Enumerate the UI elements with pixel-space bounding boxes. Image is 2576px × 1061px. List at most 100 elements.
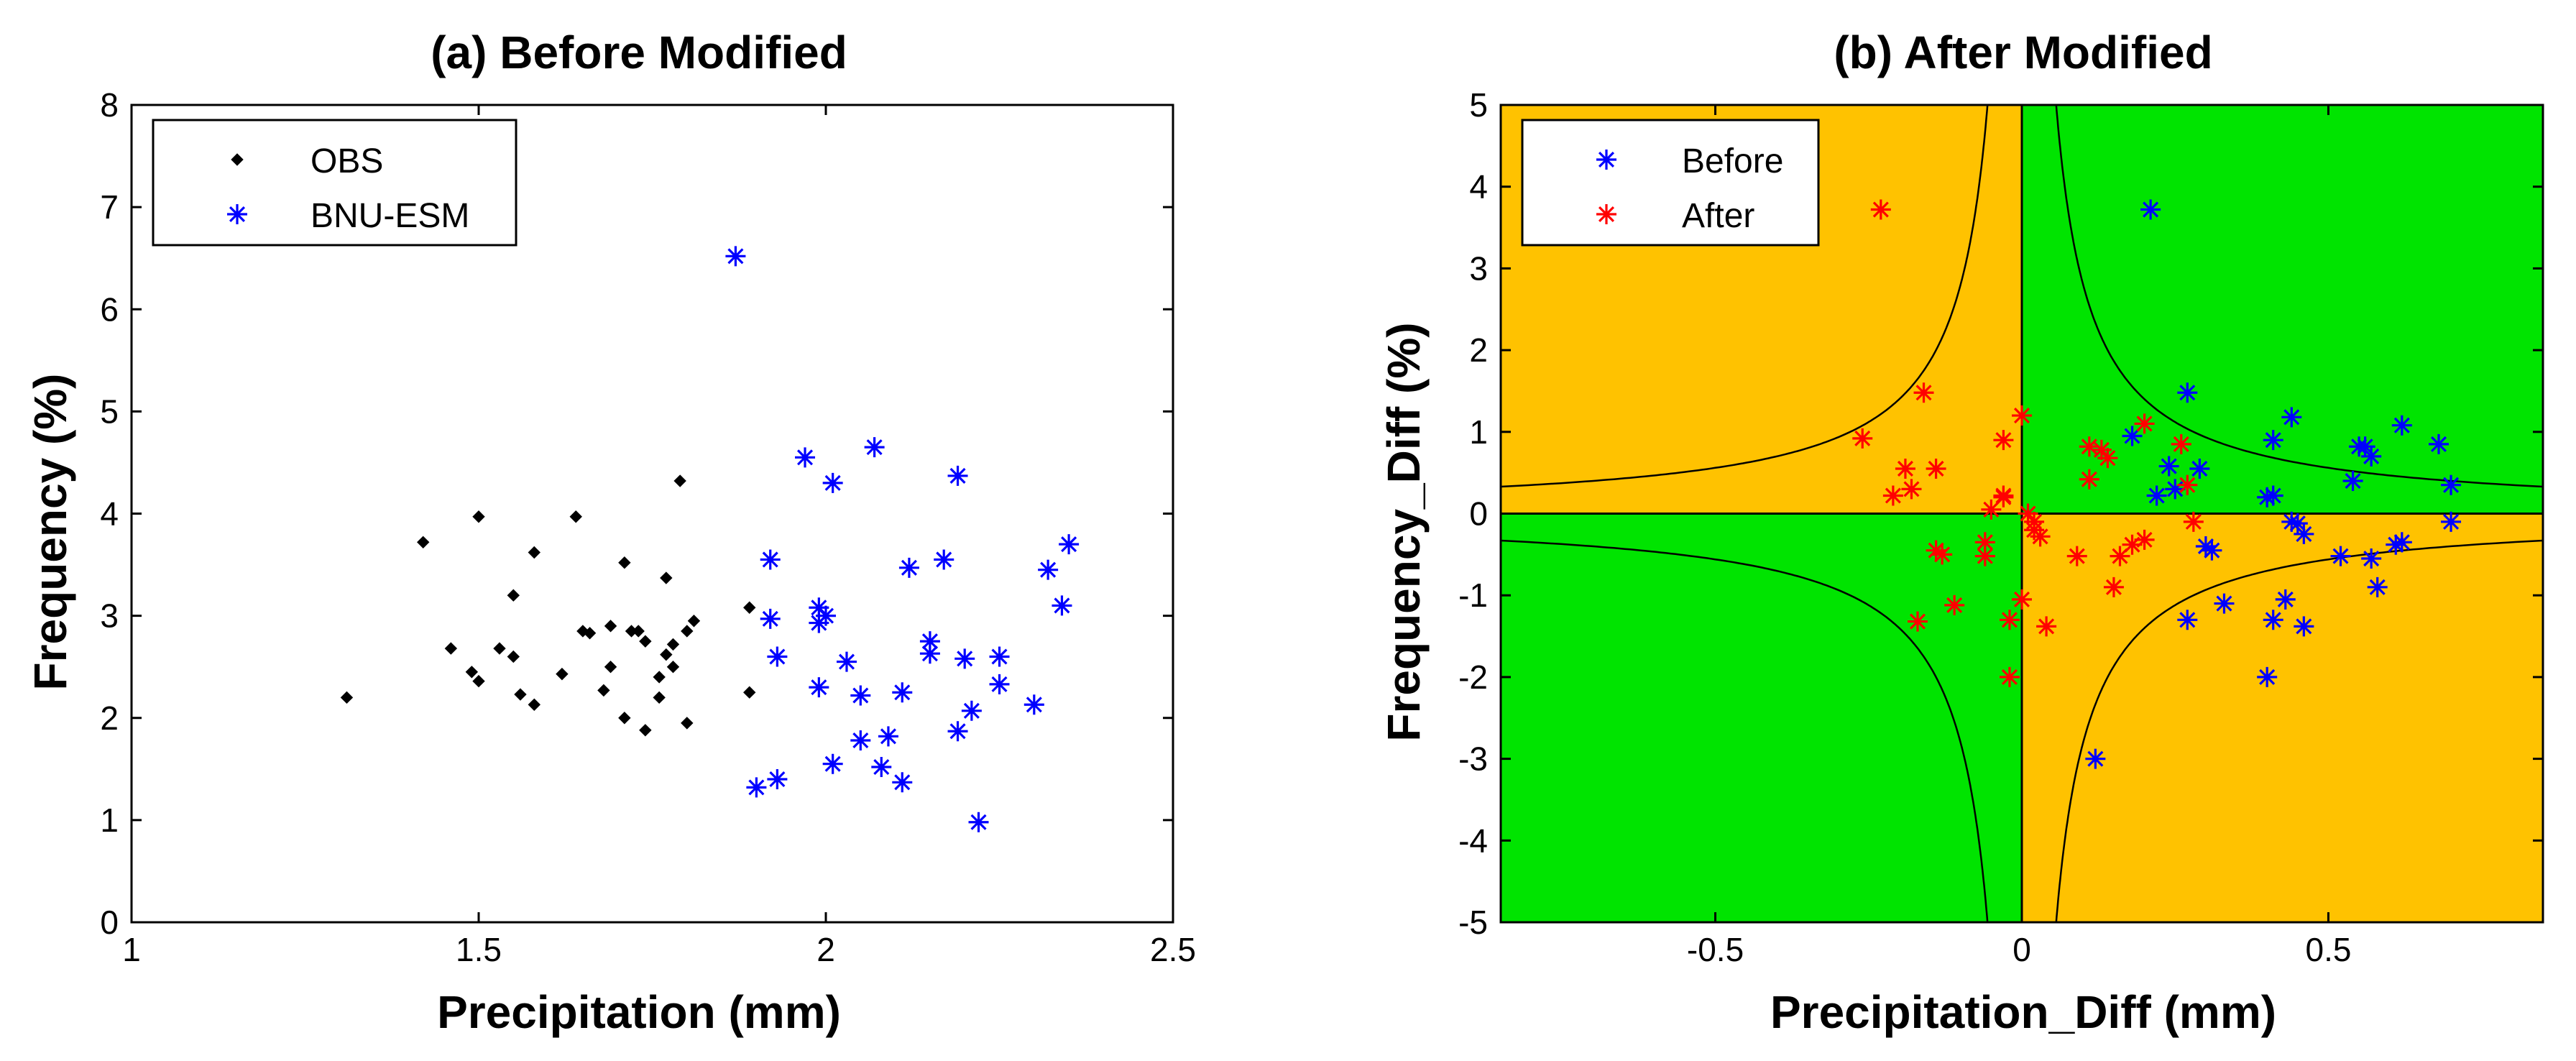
panel-a-point-bnu-esm-35	[1059, 534, 1080, 555]
panel-b-plot-area: -0.5 0 0.5 -5 -4 -3 -2 -1 0 1 2 3 4 5	[1458, 86, 2544, 968]
panel-a-point-obs-28	[660, 648, 673, 661]
panel-a-point-bnu-esm-29-shape	[968, 812, 989, 832]
panel-b-point-before-9-shape	[2202, 540, 2222, 561]
panel-b-point-before-12-shape	[2263, 430, 2283, 451]
panel-a-point-obs-19-shape	[618, 556, 631, 569]
panel-a-point-bnu-esm-9	[809, 677, 829, 698]
panel-a-point-bnu-esm-21	[898, 557, 919, 578]
panel-b-point-after-7-shape	[1926, 458, 1946, 479]
panel-a-point-obs-7-shape	[507, 589, 520, 602]
legend-marker-bnu-esm	[227, 204, 247, 224]
panel-b-point-after-12	[1974, 532, 1995, 553]
panel-a-point-obs-36-shape	[743, 686, 756, 699]
panel-a-point-obs-35	[743, 601, 756, 614]
panel-b-point-before-22	[2257, 666, 2278, 687]
panel-b-point-before-34-shape	[2441, 474, 2462, 495]
panel-a-point-bnu-esm-27-shape	[954, 648, 975, 669]
panel-a-point-obs-0-shape	[340, 691, 354, 704]
panel-b-point-before-3-shape	[2158, 456, 2179, 477]
panel-b-y-tick-label-4: -1	[1458, 577, 1488, 614]
panel-a-point-bnu-esm-4-shape	[767, 769, 788, 790]
panel-a-point-bnu-esm-10-shape	[816, 605, 836, 626]
panel-b-x-axis-label: Precipitation_Diff (mm)	[1770, 986, 2276, 1038]
panel-b-point-after-18-shape	[1999, 666, 2020, 687]
panel-b-point-before-2-shape	[2122, 426, 2143, 446]
panel-a-point-obs-16	[597, 684, 610, 697]
panel-b-x-tick-label-2: 0.5	[2305, 931, 2351, 968]
panel-a-point-bnu-esm-25-shape	[947, 465, 968, 486]
panel-b-point-before-28	[2361, 548, 2382, 569]
panel-b-point-after-29	[2091, 439, 2112, 460]
panel-a-point-obs-36	[743, 686, 756, 699]
panel-a-point-obs-1-shape	[417, 536, 430, 549]
legend-swatch-before-shape	[1596, 150, 1616, 170]
panel-b-point-before-4	[2165, 479, 2186, 500]
panel-b-point-after-3-shape	[1895, 458, 1915, 479]
panel-b-point-before-11-shape	[2085, 748, 2106, 769]
panel-a-point-obs-9	[514, 688, 527, 701]
panel-a-point-obs-13-shape	[569, 510, 582, 523]
panel-a-point-obs-23	[639, 635, 652, 648]
panel-b-y-tick-label-7: 2	[1469, 331, 1488, 369]
panel-b-point-after-15	[1993, 487, 2014, 507]
panel-a-point-obs-33	[681, 625, 694, 638]
panel-b-point-after-11	[1974, 546, 1995, 566]
panel-a-legend-box	[152, 119, 518, 247]
panel-a-axes-frame	[130, 104, 1174, 924]
panel-a-point-obs-9-shape	[514, 688, 527, 701]
panel-b-point-after-4-shape	[1901, 479, 1922, 500]
panel-b-point-after-2-shape	[1882, 485, 1903, 506]
panel-b-point-after-9-shape	[1932, 544, 1953, 565]
panel-b-point-after-15-shape	[1993, 487, 2014, 507]
panel-a-point-obs-22	[632, 625, 645, 638]
panel-b-series-before	[2085, 199, 2462, 769]
panel-a-point-obs-11	[528, 698, 540, 711]
panel-a-point-obs-6	[493, 642, 506, 655]
panel-b-y-tick-label-3: -2	[1458, 658, 1488, 696]
panel-a-y-tick-label-2: 2	[100, 699, 119, 737]
panel-a-point-obs-2-shape	[444, 642, 458, 655]
panel-a-point-bnu-esm-2	[760, 608, 781, 629]
panel-b-point-after-17	[1999, 610, 2020, 630]
panel-a-point-bnu-esm-34	[1052, 595, 1072, 616]
panel-b-point-before-0	[2140, 199, 2161, 220]
panel-b-point-after-32-shape	[2110, 546, 2130, 566]
panel-a-point-obs-32	[681, 717, 694, 730]
panel-b-point-after-19	[2012, 589, 2032, 610]
panel-b-point-before-31-shape	[2391, 532, 2412, 553]
panel-b-point-after-1	[1852, 428, 1873, 449]
panel-b-point-before-16-shape	[2281, 511, 2302, 532]
legend-marker-before	[1596, 150, 1616, 170]
panel-a-x-tick-label-1: 1.5	[456, 931, 502, 968]
hyperbola-lower-right	[2055, 539, 2544, 923]
panel-b-point-before-20-shape	[2263, 610, 2283, 630]
panel-b-point-before-22-shape	[2257, 666, 2278, 687]
panel-b-point-before-27	[2361, 446, 2382, 467]
panel-a-x-tick-label-3: 2.5	[1150, 931, 1196, 968]
panel-b-point-after-10	[1944, 594, 1965, 615]
panel-a-point-obs-8-shape	[507, 650, 520, 663]
panel-b-point-before-35	[2441, 511, 2462, 532]
panel-b-point-after-31-shape	[2103, 577, 2124, 597]
panel-a-point-obs-10	[528, 546, 540, 559]
panel-b-point-before-20	[2263, 610, 2283, 630]
panel-a-point-bnu-esm-2-shape	[760, 608, 781, 629]
legend-swatch-before	[1596, 150, 1616, 170]
panel-b-point-before-30	[2386, 534, 2406, 555]
panel-b-point-before-26-shape	[2355, 436, 2375, 457]
panel-b-point-before-35-shape	[2441, 511, 2462, 532]
panel-b-point-after-21	[2018, 503, 2038, 524]
panel-b-point-after-34-shape	[2134, 529, 2155, 550]
panel-a-point-bnu-esm-32	[1024, 694, 1044, 715]
panel-a-point-bnu-esm-1-shape	[746, 777, 767, 798]
panel-a-point-bnu-esm-26-shape	[947, 721, 968, 742]
panel-a-point-obs-24	[639, 724, 652, 737]
panel-b-point-before-0-shape	[2140, 199, 2161, 220]
panel-b-y-tick-label-2: -3	[1458, 740, 1488, 778]
panel-a-point-bnu-esm-23-shape	[919, 643, 940, 664]
panel-b-point-after-9	[1932, 544, 1953, 565]
panel-b-point-after-7	[1926, 458, 1946, 479]
legend-marker-after	[1596, 204, 1616, 224]
panel-a-point-obs-25	[653, 691, 666, 704]
